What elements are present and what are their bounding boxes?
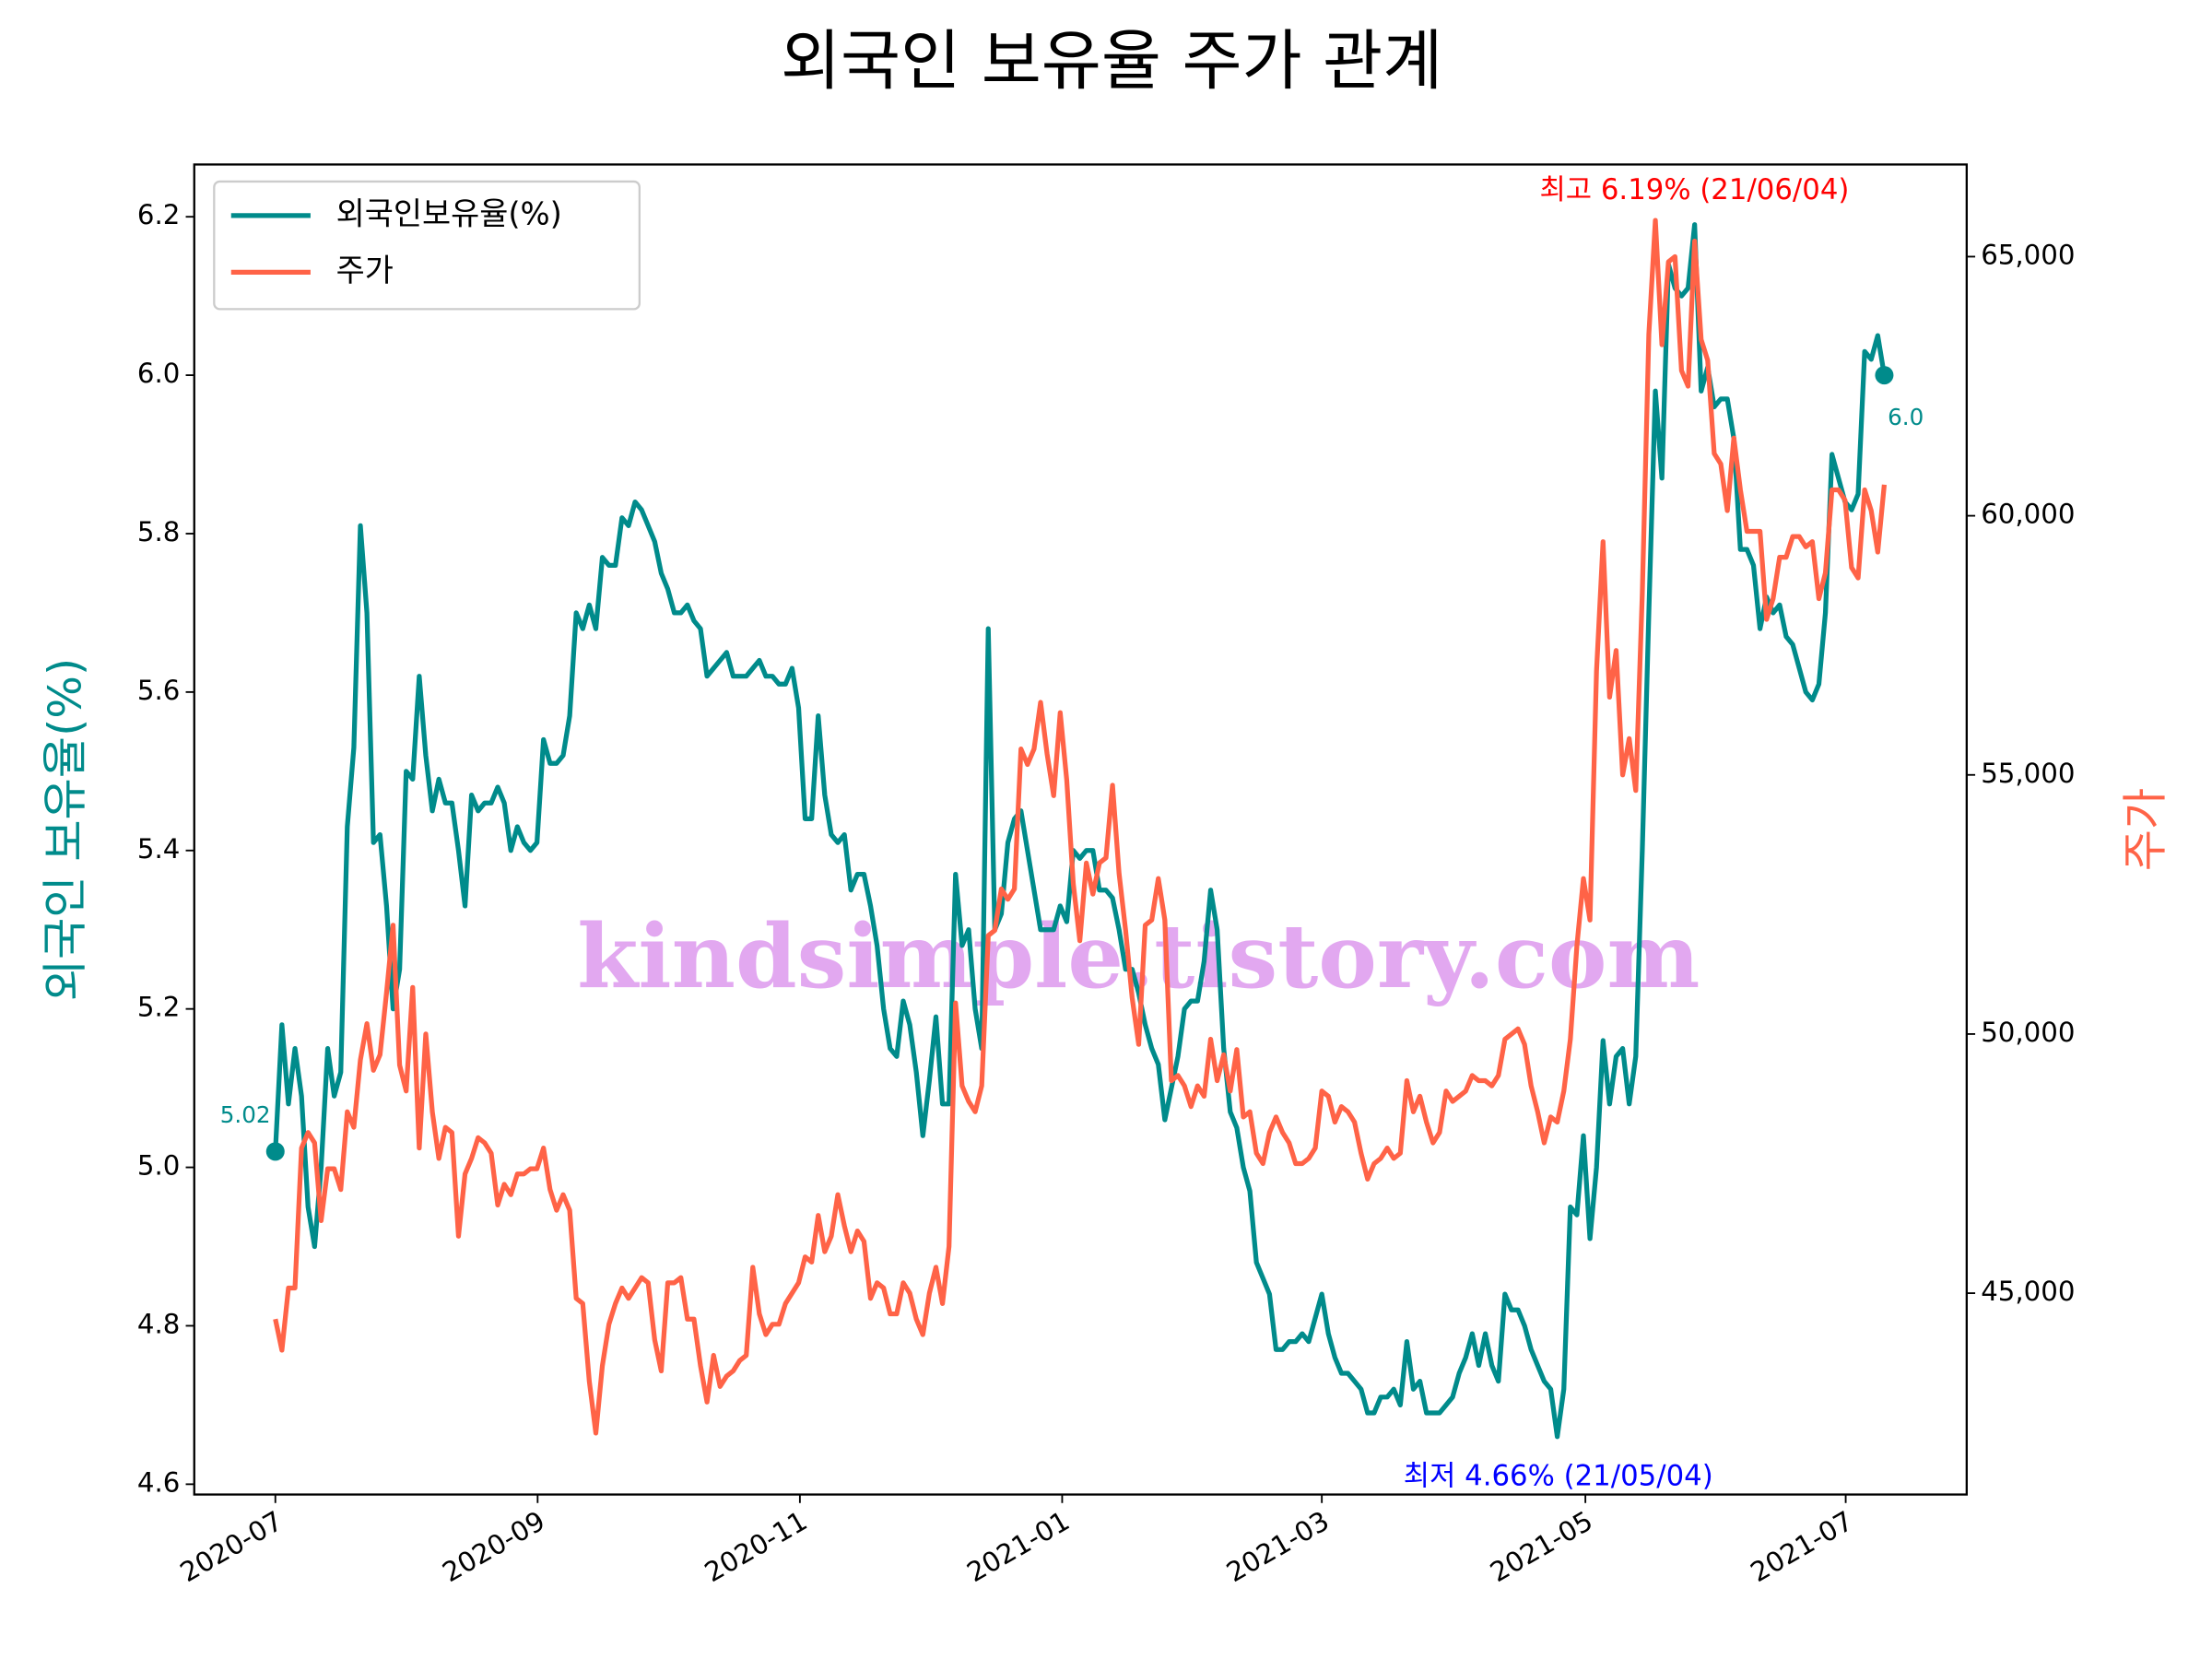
x-tick-label: 2020-07 bbox=[175, 1505, 288, 1588]
series-line bbox=[273, 218, 1888, 1436]
x-tick-label: 2021-01 bbox=[961, 1505, 1075, 1588]
x-tick-label: 2021-07 bbox=[1745, 1505, 1858, 1588]
y2-tick-label: 55,000 bbox=[1981, 758, 2075, 789]
y-tick-label: 6.2 bbox=[137, 199, 180, 230]
x-tick-label: 2021-05 bbox=[1485, 1505, 1598, 1588]
y-tick-label: 5.4 bbox=[137, 833, 180, 865]
annotation: 최저 4.66% (21/05/04) bbox=[1404, 1460, 1713, 1493]
y2-axis-label: 주가 bbox=[2118, 788, 2171, 872]
legend-label: 외국인보유율(%) bbox=[336, 195, 562, 231]
annotation: 6.0 bbox=[1888, 404, 1924, 430]
annotation: 5.02 bbox=[220, 1101, 271, 1128]
y2-tick-label: 45,000 bbox=[1981, 1276, 2075, 1307]
y-tick-label: 6.0 bbox=[137, 358, 180, 389]
point-marker bbox=[1875, 366, 1894, 385]
y2-tick-label: 50,000 bbox=[1981, 1017, 2075, 1048]
x-tick-label: 2020-09 bbox=[437, 1505, 550, 1588]
y-tick-label: 4.6 bbox=[137, 1466, 180, 1498]
x-tick-label: 2020-11 bbox=[700, 1505, 813, 1588]
plot-frame bbox=[193, 163, 1968, 1496]
y2-tick-label: 60,000 bbox=[1981, 499, 2075, 530]
x-tick-label: 2021-03 bbox=[1221, 1505, 1335, 1588]
y2-tick-label: 65,000 bbox=[1981, 239, 2075, 270]
chart-title: 외국인 보유율 주가 관계 bbox=[781, 22, 1442, 99]
y-tick-label: 5.0 bbox=[137, 1150, 180, 1182]
y-axis-label: 외국인 보유율(%) bbox=[38, 658, 91, 1002]
y-tick-label: 5.2 bbox=[137, 992, 180, 1023]
legend-label: 주가 bbox=[336, 253, 394, 288]
series-line bbox=[273, 222, 1888, 1440]
point-marker bbox=[265, 1142, 285, 1161]
y-tick-label: 4.8 bbox=[137, 1308, 180, 1339]
y-tick-label: 5.6 bbox=[137, 675, 180, 706]
annotation: 최고 6.19% (21/06/04) bbox=[1540, 173, 1850, 206]
legend-box bbox=[213, 180, 641, 311]
y-tick-label: 5.8 bbox=[137, 516, 180, 547]
